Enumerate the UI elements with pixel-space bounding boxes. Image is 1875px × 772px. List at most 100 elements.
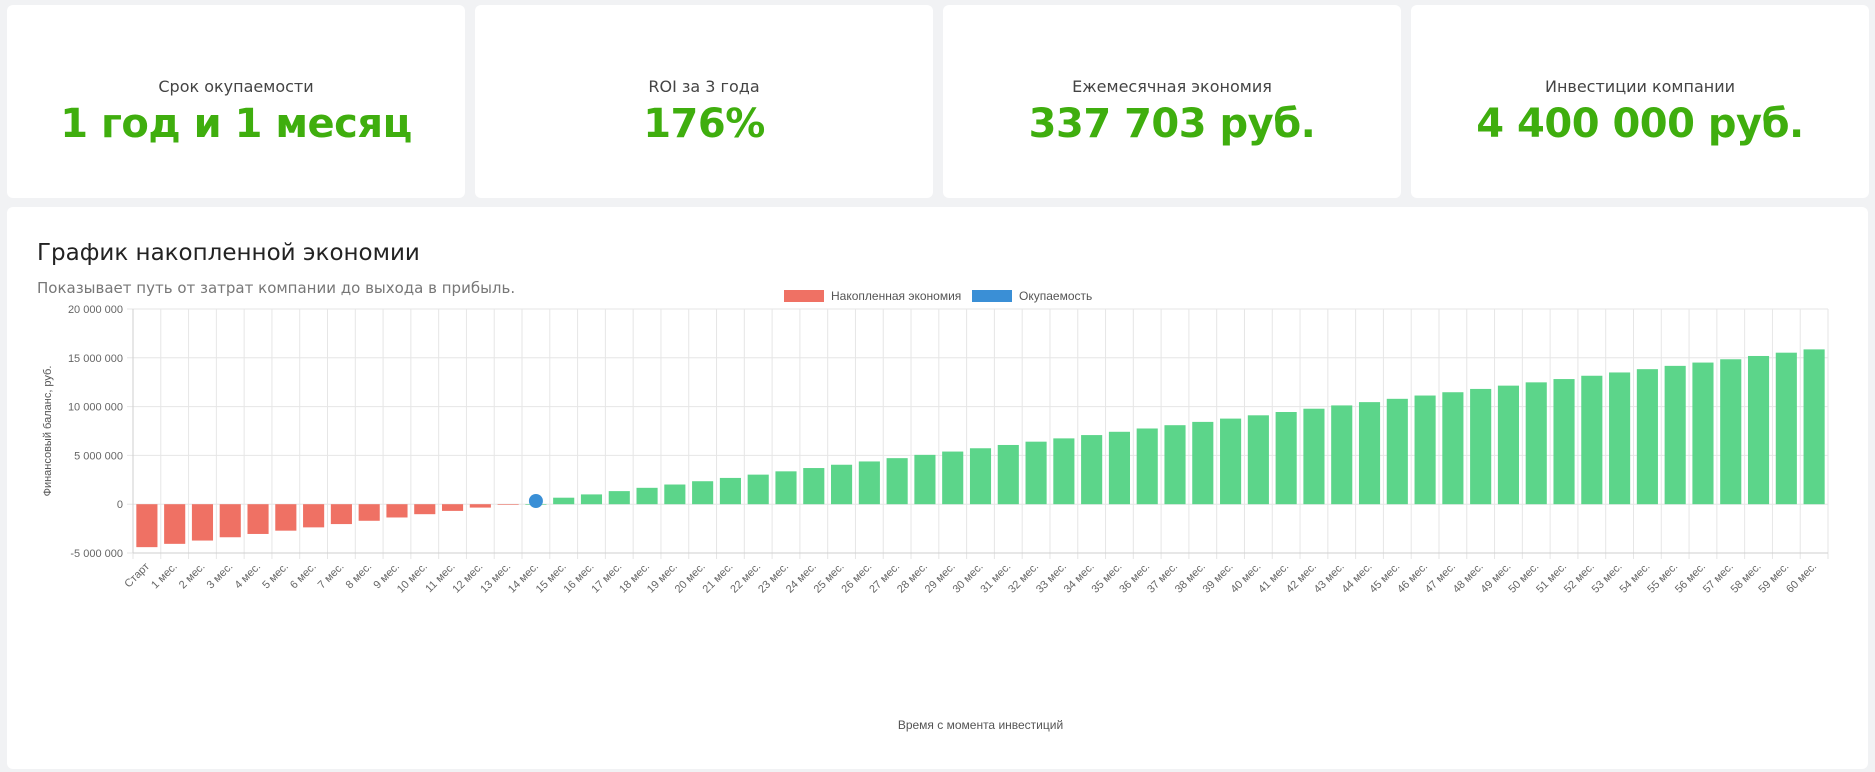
y-tick-label: 20 000 000: [68, 304, 123, 316]
chart-title: График накопленной экономии: [37, 240, 420, 266]
bar-51: [1553, 379, 1575, 505]
stat-card-roi: ROI за 3 года 176%: [475, 5, 933, 198]
bar-20: [692, 481, 714, 505]
bar-6: [303, 504, 325, 528]
bar-53: [1609, 372, 1631, 505]
stat-label: Инвестиции компании: [1544, 77, 1736, 96]
bar-44: [1358, 402, 1381, 505]
bar-23: [775, 471, 797, 505]
bar-56: [1692, 362, 1714, 505]
x-tick-label: 7 мес.: [316, 561, 347, 592]
bar-36: [1136, 428, 1158, 505]
bar-52: [1581, 375, 1603, 505]
x-tick-label: 4 мес.: [232, 561, 263, 592]
bar-46: [1414, 395, 1436, 505]
legend-swatch-1: [972, 290, 1012, 302]
bar-35: [1108, 431, 1130, 505]
bar-47: [1442, 392, 1464, 505]
y-tick-label: 0: [117, 499, 123, 511]
bar-10: [414, 504, 436, 515]
bar-37: [1164, 425, 1186, 505]
bar-26: [858, 461, 880, 505]
bar-11: [441, 504, 464, 511]
bar-50: [1525, 382, 1547, 505]
stat-value: 337 703 руб.: [1028, 101, 1316, 147]
bar-13: [497, 504, 519, 505]
bar-17: [608, 491, 630, 505]
bar-33: [1053, 438, 1075, 505]
bar-8: [358, 504, 380, 521]
bar-60: [1803, 349, 1825, 505]
bar-55: [1664, 365, 1686, 505]
stat-value: 1 год и 1 месяц: [60, 101, 412, 147]
bar-29: [942, 451, 964, 505]
x-tick-label: 5 мес.: [260, 561, 291, 592]
bar-21: [719, 477, 741, 505]
bar-42: [1303, 408, 1325, 505]
bar-18: [636, 487, 658, 505]
bar-32: [1025, 441, 1047, 505]
y-tick-label: -5 000 000: [70, 548, 123, 560]
y-tick-label: 10 000 000: [68, 402, 123, 414]
bar-27: [886, 458, 908, 505]
x-tick-label: 10 мес.: [395, 561, 430, 596]
bar-28: [914, 454, 936, 505]
bar-24: [803, 468, 825, 505]
chart-card: График накопленной экономии Показывает п…: [7, 207, 1868, 769]
legend-swatch-0: [784, 290, 824, 302]
bar-1: [164, 504, 186, 544]
x-tick-label: Старт: [122, 561, 152, 591]
bar-45: [1386, 398, 1408, 505]
chart-subtitle: Показывает путь от затрат компании до вы…: [37, 279, 516, 297]
bar-9: [386, 504, 408, 518]
bar-48: [1470, 388, 1492, 505]
y-tick-label: 15 000 000: [68, 353, 123, 365]
bar-0: [136, 504, 158, 548]
stat-label: Ежемесячная экономия: [1072, 77, 1272, 96]
bar-30: [969, 448, 992, 505]
x-tick-label: 1 мес.: [149, 561, 180, 592]
bar-4: [247, 504, 269, 534]
bar-41: [1275, 412, 1297, 505]
x-tick-label: 8 мес.: [344, 561, 375, 592]
stat-value: 4 400 000 руб.: [1476, 101, 1804, 147]
bar-58: [1747, 355, 1770, 505]
bar-7: [330, 504, 352, 525]
stat-label: Срок окупаемости: [158, 77, 314, 96]
bar-31: [997, 444, 1019, 505]
bar-16: [580, 494, 603, 505]
stat-card-investment: Инвестиции компании 4 400 000 руб.: [1411, 5, 1869, 198]
bar-3: [219, 504, 241, 538]
bar-40: [1247, 415, 1269, 505]
x-tick-label: 2 мес.: [177, 561, 208, 592]
stat-card-monthly-savings: Ежемесячная экономия 337 703 руб.: [943, 5, 1401, 198]
bar-34: [1081, 435, 1103, 505]
x-axis-title: Время с момента инвестиций: [898, 718, 1063, 732]
bar-15: [553, 497, 575, 505]
bar-38: [1192, 421, 1214, 505]
x-tick-label: 6 мес.: [288, 561, 319, 592]
x-tick-label: 60 мес.: [1784, 561, 1819, 596]
bar-5: [275, 504, 297, 531]
bar-54: [1636, 369, 1658, 505]
y-axis-title: Финансовый баланс, руб.: [42, 366, 54, 497]
stat-label: ROI за 3 года: [648, 77, 760, 96]
bar-57: [1720, 359, 1742, 505]
cumulative-savings-chart: -5 000 000 0 5 000 000 10 000 000 15 000 000…: [42, 289, 1829, 732]
bar-19: [664, 484, 686, 505]
bar-43: [1331, 405, 1353, 505]
bar-22: [747, 474, 769, 505]
legend-label-1: Окупаемость: [1019, 289, 1092, 303]
stat-card-payback: Срок окупаемости 1 год и 1 месяц: [7, 5, 465, 198]
stat-value: 176%: [643, 101, 765, 147]
legend-label-0: Накопленная экономия: [831, 289, 961, 303]
payback-point: [528, 494, 543, 509]
y-tick-label: 5 000 000: [74, 450, 123, 462]
x-tick-label: 3 мес.: [205, 561, 236, 592]
bar-49: [1497, 385, 1520, 505]
bar-25: [831, 464, 853, 505]
bar-2: [191, 504, 214, 541]
bar-59: [1775, 352, 1797, 505]
bar-39: [1220, 418, 1242, 505]
bar-12: [469, 504, 491, 508]
